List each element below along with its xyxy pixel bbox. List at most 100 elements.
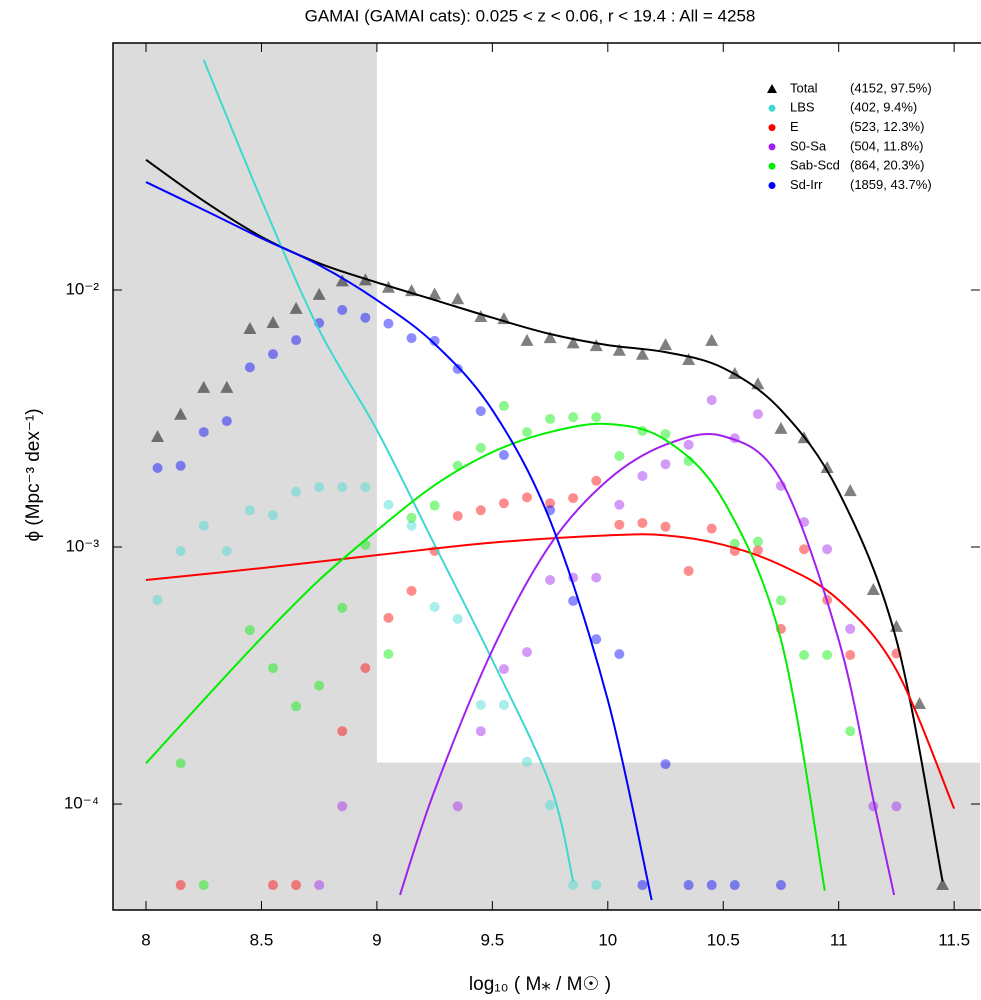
data-point [521,756,532,767]
legend-label: S0-Sa [790,138,827,153]
data-point [568,880,579,891]
data-point [936,878,950,891]
data-point [545,498,556,509]
x-tick-label: 8 [141,930,150,949]
data-point [706,523,717,534]
x-tick-label: 9 [372,930,381,949]
data-point [383,612,394,623]
legend-marker [768,143,776,151]
legend-label: E [790,119,799,134]
x-tick-label: 9.5 [481,930,505,949]
data-point [775,880,786,891]
data-point [568,412,579,423]
data-point [637,470,648,481]
y-tick-label: 10⁻³ [65,536,99,555]
data-point [683,880,694,891]
data-point [706,880,717,891]
data-point [729,880,740,891]
data-point [545,413,556,424]
data-point [822,650,833,661]
data-point [845,650,856,661]
data-point [289,301,303,314]
data-point [589,339,603,352]
data-point [751,377,765,390]
data-point [820,460,834,473]
data-point [659,338,673,351]
data-point [266,315,280,328]
data-point [312,287,326,300]
data-point [475,505,486,516]
legend-marker [768,104,776,112]
data-point [291,701,302,712]
data-point [498,664,509,675]
data-point [221,545,232,556]
fit-curve [145,533,956,809]
data-point [752,545,763,556]
data-point [451,292,465,305]
data-point [406,512,417,523]
data-point [705,333,719,346]
data-point [337,482,348,493]
data-point [383,318,394,329]
data-point [452,363,463,374]
data-point [428,287,442,300]
data-point [360,539,371,550]
data-point [637,880,648,891]
data-point [752,409,763,420]
data-point [498,400,509,411]
data-point [474,310,488,323]
data-point [614,649,625,660]
data-point [545,575,556,586]
legend-marker [767,84,777,93]
data-point [660,759,671,770]
data-point [244,625,255,636]
legend-count: (402, 9.4%) [850,100,917,115]
y-tick-label: 10⁻⁴ [64,794,99,813]
data-point [591,572,602,583]
data-point [566,336,580,349]
legend-count: (4152, 97.5%) [850,80,932,95]
data-point [568,595,579,606]
data-point [475,406,486,417]
data-point [175,460,186,471]
data-point [706,395,717,406]
legend-count: (1859, 43.7%) [850,177,932,192]
data-point [429,500,440,511]
legend-marker [768,162,776,170]
data-point [822,544,833,555]
data-point [383,499,394,510]
chart-title: GAMAI (GAMAI cats): 0.025 < z < 0.06, r … [305,6,756,25]
data-point [197,380,211,393]
data-point [221,416,232,427]
data-point [498,699,509,710]
data-point [660,521,671,532]
legend-label: LBS [790,100,815,115]
data-point [799,544,810,555]
legend-marker [768,182,776,189]
data-point [406,585,417,596]
data-point [314,482,325,493]
data-point [314,680,325,691]
data-point [198,880,209,891]
data-point [406,520,417,531]
data-point [337,801,348,812]
plot-frame [112,42,981,911]
x-tick-label: 8.5 [250,930,274,949]
data-point [591,412,602,423]
data-point [360,482,371,493]
data-point [152,462,163,473]
data-point [891,801,902,812]
data-point [498,498,509,509]
data-point [568,493,579,504]
data-point [799,650,810,661]
x-tick-label: 11 [830,930,848,949]
legend-label: Sab-Scd [790,158,840,173]
data-point [612,343,626,356]
data-point [498,450,509,461]
data-point [475,699,486,710]
data-point [243,322,257,335]
data-point [913,697,927,710]
legend-label: Sd-Irr [790,177,823,192]
